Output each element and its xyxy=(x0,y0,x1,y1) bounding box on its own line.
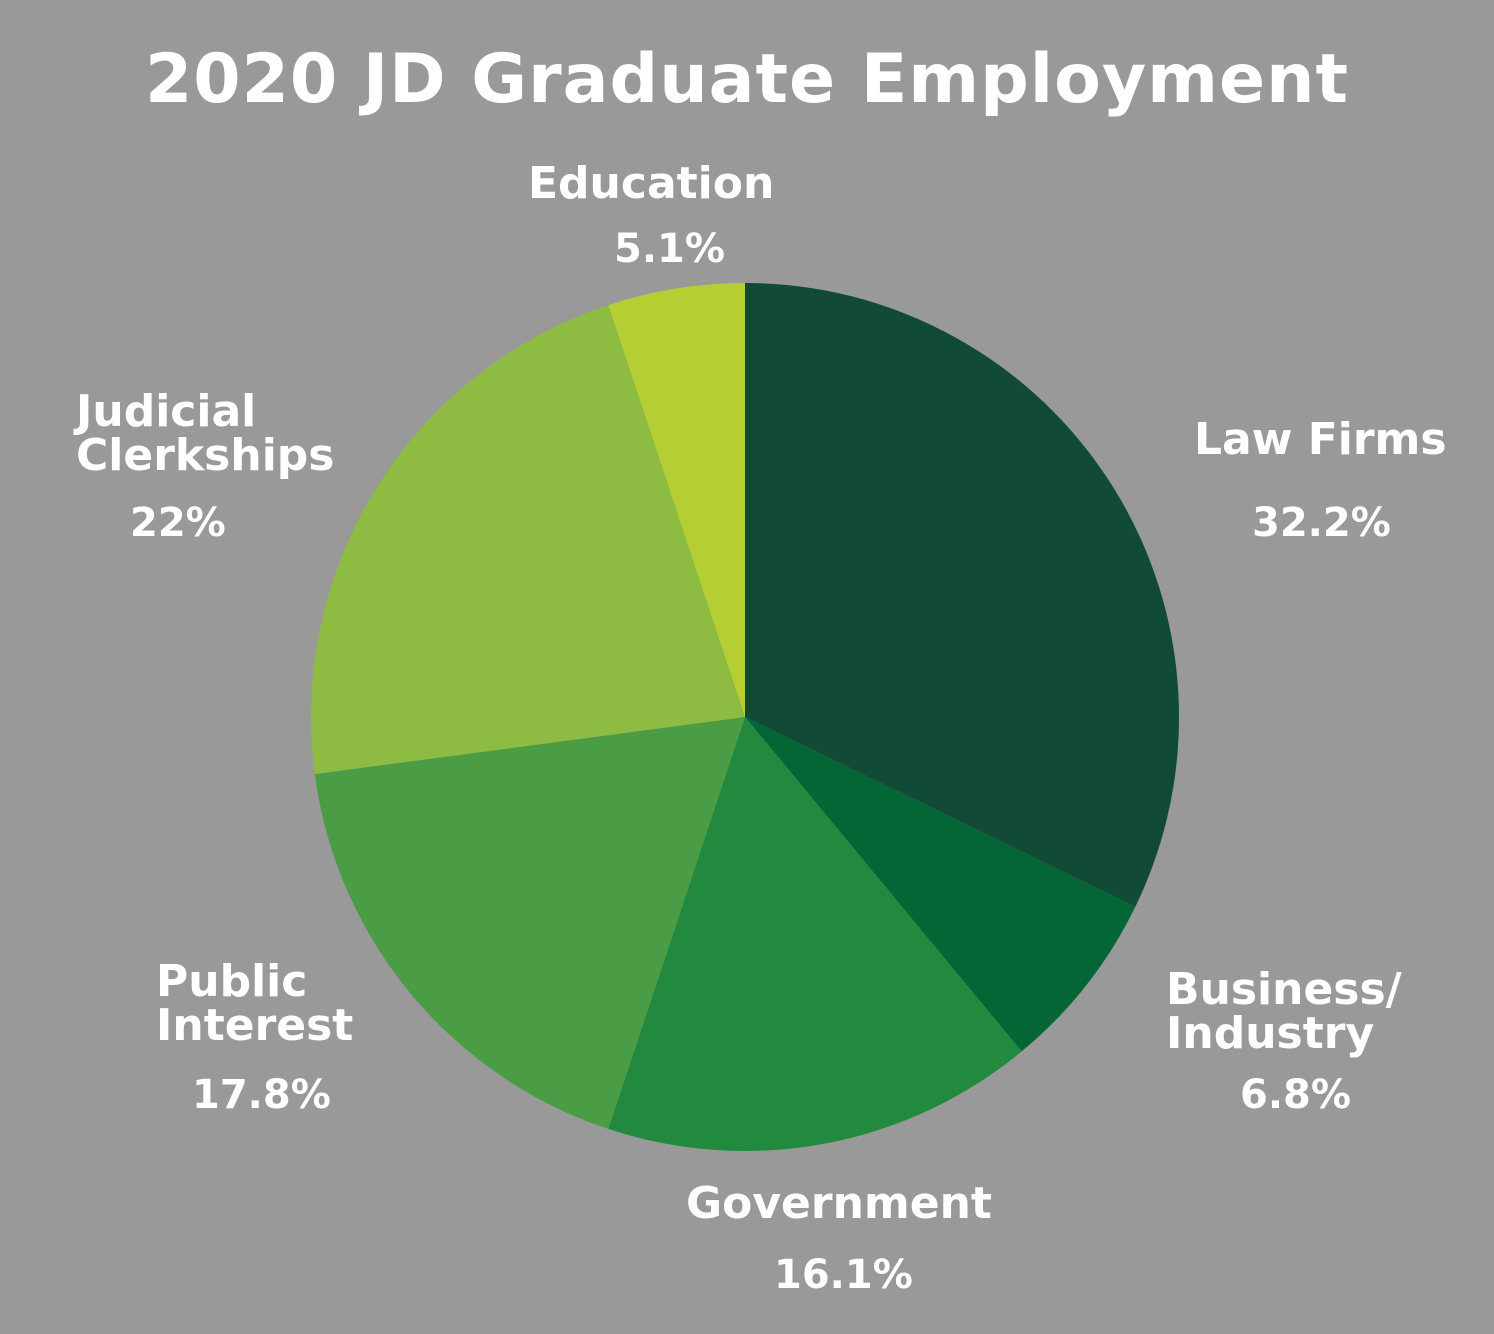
pie-slice-judicial-clerkships xyxy=(311,305,745,775)
chart-title: 2020 JD Graduate Employment xyxy=(144,40,1350,119)
slice-label-judicial-line2: Clerkships xyxy=(76,430,335,481)
slice-value-government: 16.1% xyxy=(774,1252,913,1298)
slice-value-law-firms: 32.2% xyxy=(1252,500,1391,546)
slice-label-education: Education xyxy=(528,158,775,209)
slice-label-law-firms: Law Firms xyxy=(1194,414,1447,465)
pie-slice-education xyxy=(608,283,745,717)
slice-value-public: 17.8% xyxy=(192,1072,331,1118)
slice-value-judicial: 22% xyxy=(130,500,226,546)
slice-label-judicial-line1: Judicial xyxy=(76,386,257,437)
pie-slice-public-interest xyxy=(314,717,745,1129)
pie-slice-business-industry xyxy=(745,717,1136,1052)
pie-slice-law-firms xyxy=(745,283,1179,907)
slice-label-business-line2: Industry xyxy=(1166,1008,1375,1059)
pie-slice-government xyxy=(608,717,1022,1151)
slice-label-business-line1: Business/ xyxy=(1166,964,1402,1015)
slice-value-business: 6.8% xyxy=(1240,1072,1351,1118)
slice-label-public-line1: Public xyxy=(156,956,308,1007)
slice-value-education: 5.1% xyxy=(614,226,725,272)
slice-label-public-line2: Interest xyxy=(156,1000,354,1051)
slice-label-government: Government xyxy=(686,1178,992,1229)
